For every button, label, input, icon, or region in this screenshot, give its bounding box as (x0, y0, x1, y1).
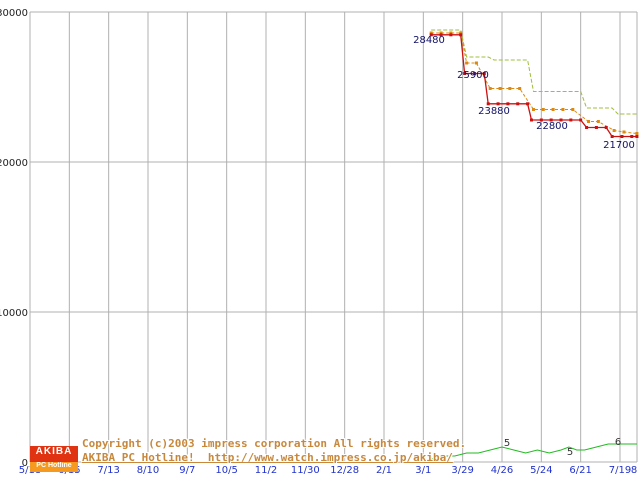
svg-text:6/21: 6/21 (569, 465, 591, 476)
svg-text:23880: 23880 (478, 106, 510, 117)
svg-text:11/2: 11/2 (255, 465, 277, 476)
svg-text:7/13: 7/13 (97, 465, 119, 476)
svg-text:25900: 25900 (457, 70, 489, 81)
svg-text:3/1: 3/1 (415, 465, 431, 476)
svg-text:4/26: 4/26 (491, 465, 513, 476)
svg-text:3/29: 3/29 (451, 465, 473, 476)
svg-text:6: 6 (615, 437, 621, 448)
svg-text:20000: 20000 (0, 158, 28, 169)
svg-text:2/1: 2/1 (376, 465, 392, 476)
svg-text:30000: 30000 (0, 8, 28, 19)
copyright-line: Copyright (c)2003 impress corporation Al… (82, 437, 467, 450)
svg-text:5: 5 (504, 438, 510, 449)
svg-text:22800: 22800 (536, 121, 568, 132)
svg-text:9/7: 9/7 (179, 465, 195, 476)
svg-text:5: 5 (567, 447, 573, 458)
svg-text:7/19: 7/19 (609, 465, 631, 476)
svg-text:5/24: 5/24 (530, 465, 552, 476)
svg-text:0: 0 (22, 458, 28, 469)
akiba-logo: AKIBA PC Hotline (30, 446, 78, 473)
logo-pc-hotline-text: PC Hotline (30, 462, 78, 472)
site-url-line: AKIBA PC Hotline! http://www.watch.impre… (82, 451, 453, 464)
svg-text:11/30: 11/30 (291, 465, 320, 476)
svg-text:10/5: 10/5 (215, 465, 237, 476)
svg-text:10000: 10000 (0, 308, 28, 319)
svg-text:28480: 28480 (413, 35, 445, 46)
svg-text:8: 8 (631, 465, 637, 476)
logo-akiba-text: AKIBA (30, 446, 78, 462)
svg-text:8/10: 8/10 (137, 465, 159, 476)
svg-text:21700: 21700 (603, 140, 635, 151)
svg-text:12/28: 12/28 (330, 465, 359, 476)
